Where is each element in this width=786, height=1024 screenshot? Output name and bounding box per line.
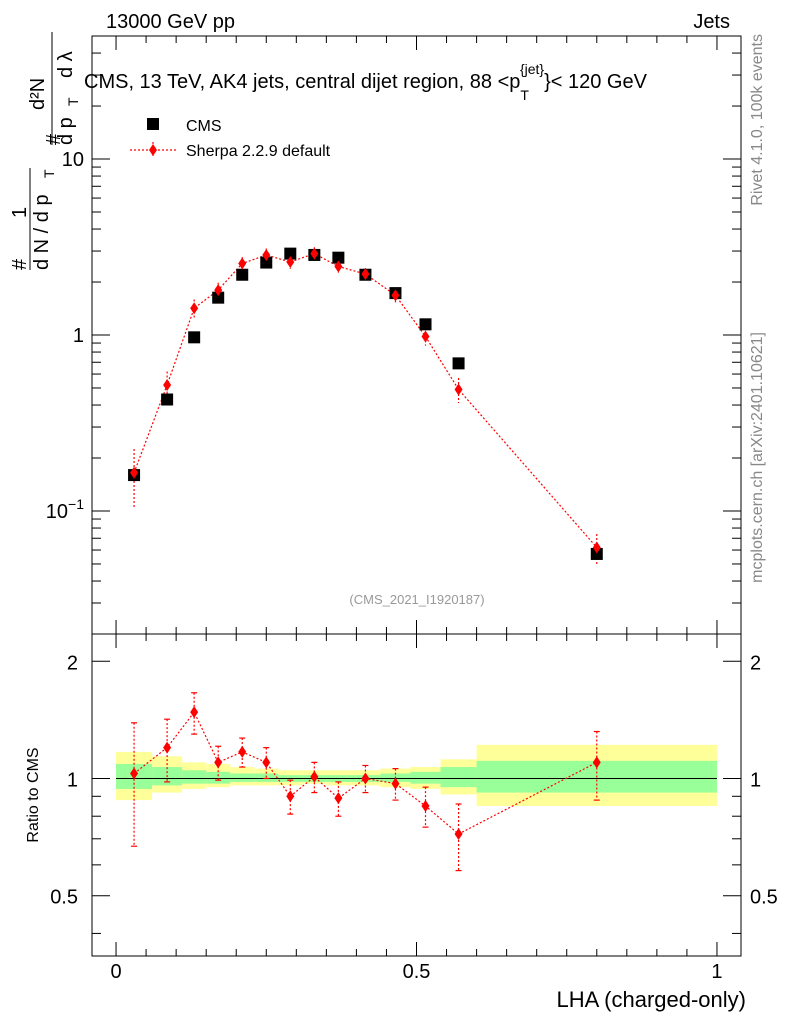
ratio-point (391, 777, 400, 790)
legend-cms-marker (147, 118, 159, 130)
ratio-ylabel: Ratio to CMS (25, 747, 42, 842)
legend: CMS Sherpa 2.2.9 default (130, 118, 331, 160)
mc-line (133, 252, 598, 548)
ratio-point (421, 799, 430, 812)
mc-point (130, 466, 139, 479)
ratio-point (286, 790, 295, 803)
header-left: 13000 GeV pp (106, 11, 235, 33)
ratio-panel: 0.5 0.51 12 2 0 0.5 1 (50, 633, 778, 983)
mc-point (214, 284, 223, 297)
ratio-band-inner (230, 773, 255, 782)
rivet-info: Rivet 4.1.0, 100k events (749, 34, 766, 206)
ylabel-T2: T (65, 97, 81, 106)
ylabel-one: 1 (9, 207, 31, 218)
ratio-y-tick-label-right: 0.5 (750, 887, 778, 909)
x-tick-label: 0.5 (403, 961, 431, 983)
ylabel-hash2: # (43, 133, 65, 145)
ratio-point (592, 756, 601, 769)
cms-point (260, 256, 273, 269)
ratio-point (190, 706, 199, 719)
ylabel-T1: T (41, 169, 57, 178)
x-tick-label: 0 (110, 961, 121, 983)
cms-point (419, 318, 432, 331)
ylabel-hash1: # (9, 258, 31, 270)
mc-point (421, 330, 430, 343)
title-sub: T (520, 87, 529, 103)
mc-point (454, 383, 463, 396)
legend-mc-marker (149, 144, 157, 156)
ratio-point (214, 756, 223, 769)
cms-point (590, 547, 603, 560)
ratio-point (163, 741, 172, 754)
mcplots-info: mcplots.cern.ch [arXiv:2401.10621] (749, 332, 766, 583)
mc-point (238, 257, 247, 270)
cms-point (284, 247, 297, 260)
ratio-band-inner (254, 773, 279, 782)
mc-point (334, 260, 343, 273)
ratio-y-tick-label: 0.5 (50, 887, 78, 909)
legend-cms-label: CMS (186, 118, 222, 135)
ylabel-dlambda: d λ (55, 51, 77, 78)
ratio-y-tick-label-right: 2 (750, 652, 761, 674)
ylabel-dN: d N / d p (31, 194, 53, 270)
mc-point (190, 302, 199, 315)
ratio-band-inner (182, 770, 207, 784)
mc-point (391, 289, 400, 302)
main-panel: 10−1 1 10 (46, 35, 742, 635)
x-axis-ticks: 0 0.5 1 (110, 634, 723, 983)
main-y-ticks: 10−1 1 10 (46, 35, 741, 635)
ratio-y-tick-label-right: 1 (750, 769, 761, 791)
y-tick-label: 10−1 (46, 496, 84, 523)
ratio-point (454, 828, 463, 841)
ratio-point (361, 772, 370, 785)
legend-mc-label: Sherpa 2.2.9 default (186, 143, 331, 160)
ratio-y-ticks: 0.5 0.5 1 1 2 2 (50, 652, 778, 934)
title-tail: }< 120 GeV (544, 71, 648, 93)
ratio-point (334, 792, 343, 805)
cms-point (212, 291, 225, 304)
ratio-bands (116, 744, 717, 806)
x-tick-label: 1 (711, 961, 722, 983)
mc-point (592, 541, 601, 554)
ratio-point (238, 745, 247, 758)
ylabel-d2N: d²N (27, 78, 49, 110)
ratio-y-tick-label: 2 (67, 652, 78, 674)
cms-point (161, 393, 174, 406)
title-sup: {jet} (520, 61, 544, 77)
main-ylabel: # 1 d N / d p T # d²N d p T d λ (9, 32, 81, 270)
ratio-y-tick-label: 1 (67, 769, 78, 791)
plot-title: CMS, 13 TeV, AK4 jets, central dijet reg… (84, 61, 648, 103)
cms-point (332, 251, 345, 264)
ratio-band-inner (206, 771, 231, 784)
y-tick-label: 10 (62, 149, 84, 171)
cms-point (188, 331, 201, 344)
ratio-marks (130, 692, 601, 872)
x-axis-label: LHA (charged-only) (556, 987, 746, 1012)
ratio-band-inner (440, 767, 477, 788)
cms-point (452, 357, 465, 370)
cms-point (236, 268, 249, 281)
y-tick-label: 1 (73, 325, 84, 347)
mc-point (310, 247, 319, 260)
ratio-point (130, 767, 139, 780)
mc-point (286, 255, 295, 268)
header-right: Jets (693, 11, 730, 33)
title-main: CMS, 13 TeV, AK4 jets, central dijet reg… (84, 71, 520, 93)
ratio-point (262, 756, 271, 769)
ratio-band-inner (410, 771, 441, 784)
mc-point (361, 268, 370, 281)
mc-point (262, 248, 271, 261)
main-marks (128, 247, 603, 564)
analysis-label: (CMS_2021_I1920187) (349, 592, 484, 607)
ylabel-dpt: d p (55, 117, 77, 145)
mc-point (163, 378, 172, 391)
ratio-point (310, 770, 319, 783)
